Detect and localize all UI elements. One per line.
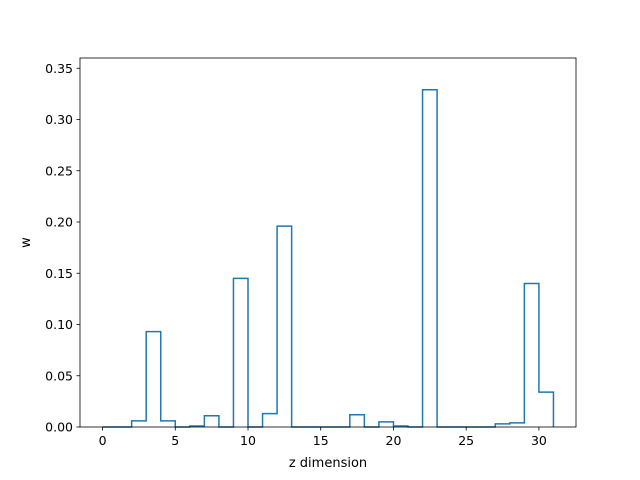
- x-tick-label: 5: [171, 433, 179, 448]
- y-tick-label: 0.00: [45, 420, 73, 435]
- x-tick-label: 0: [99, 433, 107, 448]
- x-tick-label: 20: [386, 433, 402, 448]
- x-tick-label: 25: [458, 433, 474, 448]
- y-tick-label: 0.35: [45, 61, 73, 76]
- y-axis-label: w: [19, 237, 34, 248]
- y-tick-label: 0.20: [45, 215, 73, 230]
- x-axis: 0 5 10 15 20 25 30: [99, 427, 547, 448]
- x-tick-label: 30: [531, 433, 547, 448]
- x-tick-label: 10: [240, 433, 256, 448]
- axes-frame: [79, 57, 577, 428]
- y-tick-label: 0.10: [45, 317, 73, 332]
- y-tick-label: 0.30: [45, 112, 73, 127]
- x-tick-label: 15: [313, 433, 329, 448]
- y-axis: 0.00 0.05 0.10 0.15 0.20 0.25 0.30 0.35: [45, 61, 80, 435]
- y-tick-label: 0.05: [45, 368, 73, 383]
- x-axis-label: z dimension: [289, 456, 367, 471]
- y-tick-label: 0.15: [45, 266, 73, 281]
- y-tick-label: 0.25: [45, 163, 73, 178]
